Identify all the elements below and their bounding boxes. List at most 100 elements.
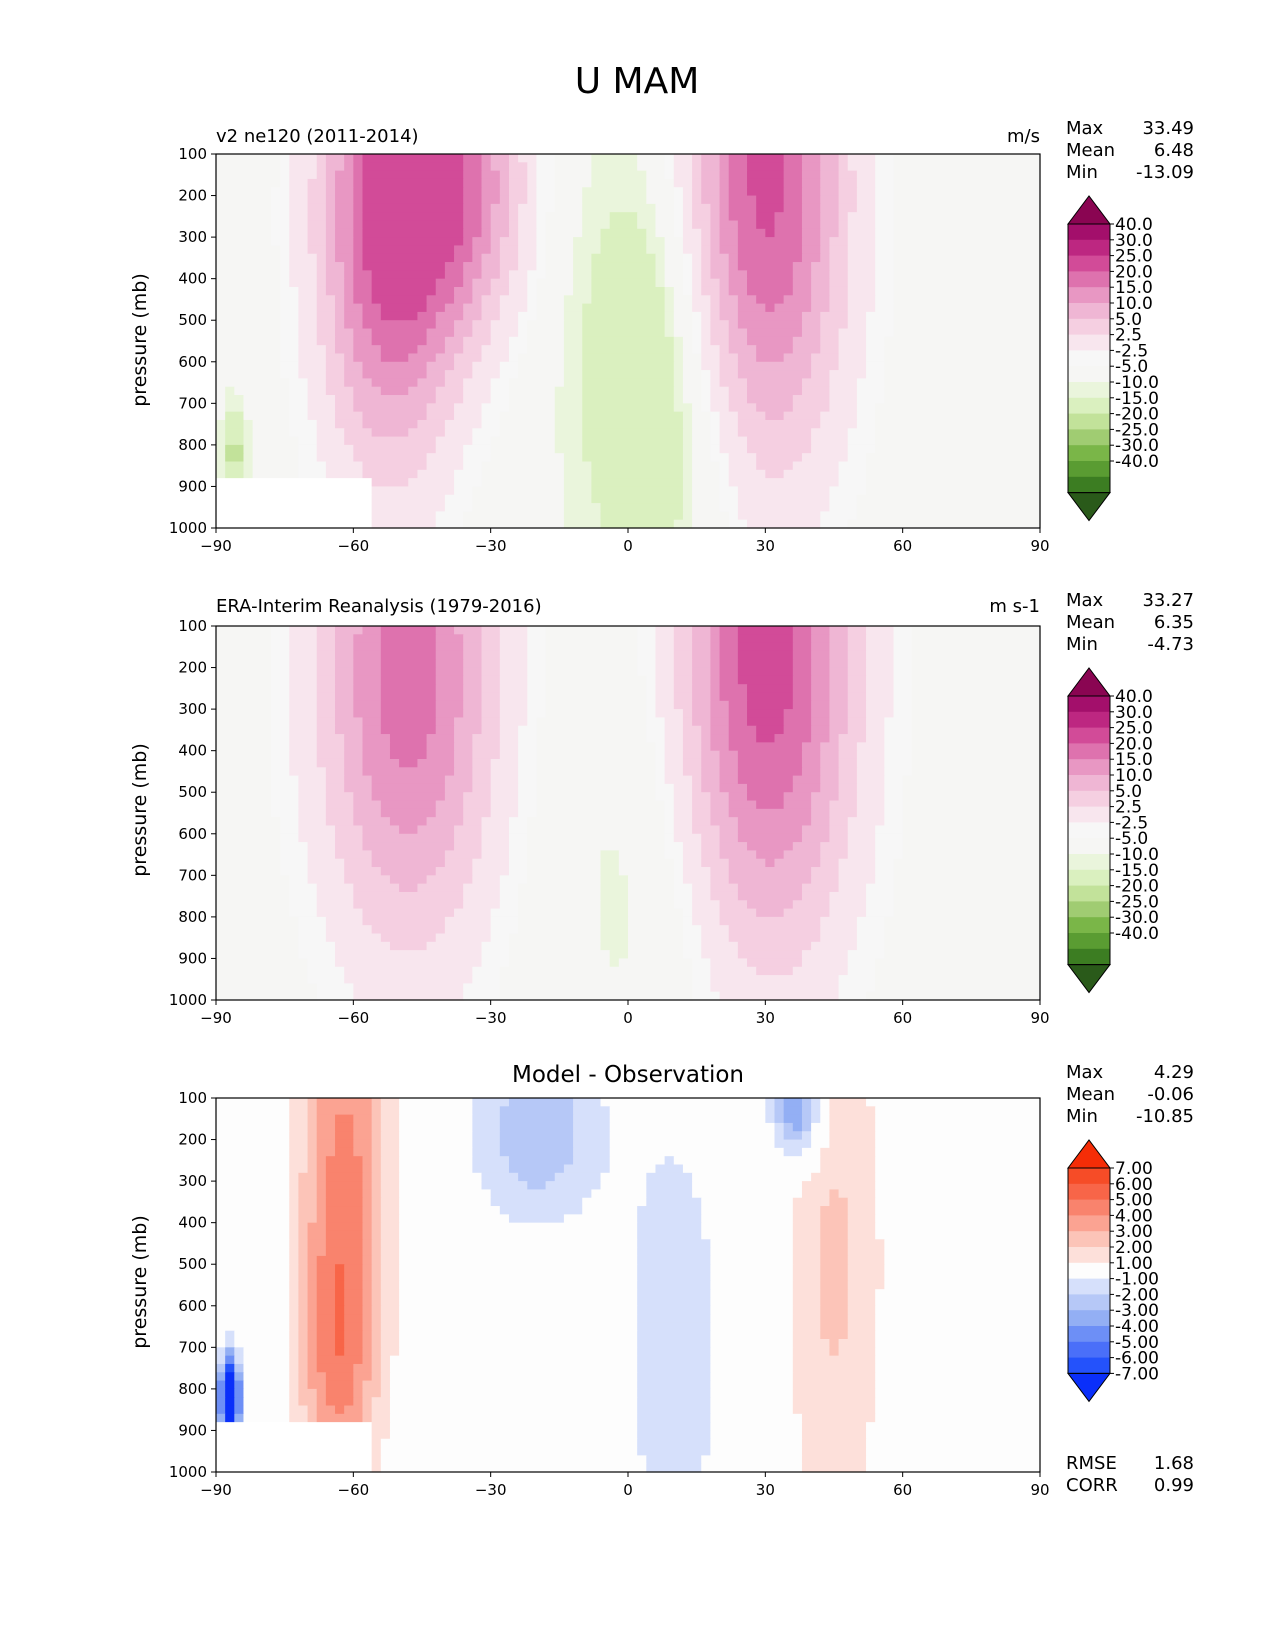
- contour-cell: [518, 750, 538, 760]
- contour-cell: [499, 170, 510, 180]
- contour-cell: [371, 1330, 382, 1340]
- contour-cell: [875, 245, 895, 255]
- contour-cell: [701, 270, 711, 280]
- contour-cell: [335, 320, 345, 330]
- contour-cell: [591, 295, 666, 305]
- contour-cell: [298, 1197, 318, 1207]
- contour-cell: [216, 900, 290, 910]
- contour-cell: [701, 725, 711, 735]
- contour-cell: [499, 253, 519, 263]
- panel-title-obs: ERA-Interim Reanalysis (1979-2016): [216, 596, 542, 617]
- contour-cell: [353, 336, 373, 346]
- contour-cell: [481, 461, 565, 471]
- contour-cell: [600, 245, 647, 255]
- contour-cell: [875, 1397, 1041, 1407]
- contour-cell: [801, 825, 831, 835]
- x-tick-label: −90: [200, 537, 232, 555]
- contour-cell: [737, 642, 794, 652]
- contour-cell: [216, 1106, 290, 1116]
- contour-cell: [325, 187, 336, 197]
- y-tick-label: 600: [178, 825, 207, 843]
- contour-cell: [316, 1214, 327, 1224]
- contour-cell: [545, 262, 574, 271]
- contour-cell: [490, 444, 556, 454]
- contour-cell: [362, 1347, 373, 1357]
- contour-cell: [856, 378, 885, 388]
- contour-cell: [554, 162, 592, 172]
- contour-cell: [792, 1322, 821, 1332]
- contour-cell: [774, 1139, 812, 1149]
- contour-cell: [673, 875, 684, 885]
- contour-cell: [655, 270, 666, 280]
- panel-diff: Model - Observation −90 −60 −30 0 30 60 901002…: [129, 1062, 1194, 1499]
- contour-cell: [270, 758, 290, 768]
- contour-cell: [417, 419, 446, 429]
- contour-cell: [875, 1181, 1041, 1191]
- contour-cell: [280, 162, 290, 172]
- contour-cell: [481, 154, 492, 163]
- contour-cell: [884, 370, 1041, 379]
- contour-cell: [490, 212, 510, 222]
- x-tick-label: −60: [338, 1481, 370, 1499]
- contour-cell: [335, 642, 354, 652]
- contour-cell: [243, 453, 254, 463]
- contour-cell: [637, 1230, 702, 1240]
- contour-cell: [866, 734, 885, 743]
- contour-cell: [847, 162, 876, 172]
- contour-cell: [353, 154, 364, 163]
- contour-cell: [426, 403, 455, 413]
- contour-cell: [399, 1330, 638, 1340]
- contour-cell: [463, 650, 483, 660]
- contour-cell: [216, 370, 281, 379]
- contour-cell: [747, 187, 785, 197]
- contour-cell: [216, 858, 281, 868]
- contour-cell: [637, 1447, 711, 1456]
- contour-cell: [710, 650, 721, 660]
- contour-cell: [866, 1438, 1041, 1448]
- contour-cell: [637, 1280, 711, 1290]
- contour-cell: [829, 494, 858, 504]
- contour-cell: [481, 228, 492, 238]
- contour-cell: [216, 1139, 290, 1149]
- contour-cell: [866, 650, 895, 660]
- contour-cell: [893, 187, 1041, 197]
- contour-cell: [847, 1247, 885, 1257]
- contour-cell: [719, 378, 748, 388]
- contour-cell: [692, 825, 721, 835]
- contour-cell: [637, 642, 657, 652]
- contour-cell: [893, 278, 1041, 288]
- contour-cell: [316, 983, 354, 993]
- contour-cell: [820, 345, 840, 355]
- contour-cell: [655, 750, 666, 760]
- contour-cell: [692, 444, 711, 454]
- contour-cell: [325, 469, 364, 479]
- contour-cell: [463, 237, 473, 247]
- contour-cell: [838, 975, 876, 984]
- contour-cell: [682, 725, 702, 735]
- contour-cell: [756, 295, 785, 305]
- contour-cell: [280, 320, 299, 330]
- contour-cell: [307, 1413, 318, 1423]
- contour-cell: [307, 958, 336, 968]
- panel-model: v2 ne120 (2011-2014) m/s −90 −60 −30 0 30 60 9…: [129, 118, 1194, 555]
- contour-cell: [499, 626, 528, 635]
- contour-cell: [362, 162, 464, 172]
- contour-cell: [646, 692, 657, 702]
- contour-cell: [875, 1206, 1041, 1215]
- contour-cell: [335, 237, 354, 247]
- contour-cell: [472, 295, 483, 305]
- contour-cell: [637, 1438, 711, 1448]
- contour-cell: [316, 1264, 336, 1274]
- contour-cell: [289, 1206, 299, 1215]
- contour-cell: [408, 386, 437, 396]
- contour-cell: [435, 650, 464, 660]
- contour-cell: [353, 278, 373, 288]
- contour-cell: [664, 270, 684, 280]
- contour-cell: [536, 725, 647, 735]
- contour-cell: [875, 1363, 1041, 1373]
- contour-cell: [298, 469, 327, 479]
- contour-cell: [829, 684, 849, 694]
- contour-cell: [875, 858, 895, 868]
- contour-cell: [380, 709, 437, 719]
- contour-cell: [866, 353, 885, 363]
